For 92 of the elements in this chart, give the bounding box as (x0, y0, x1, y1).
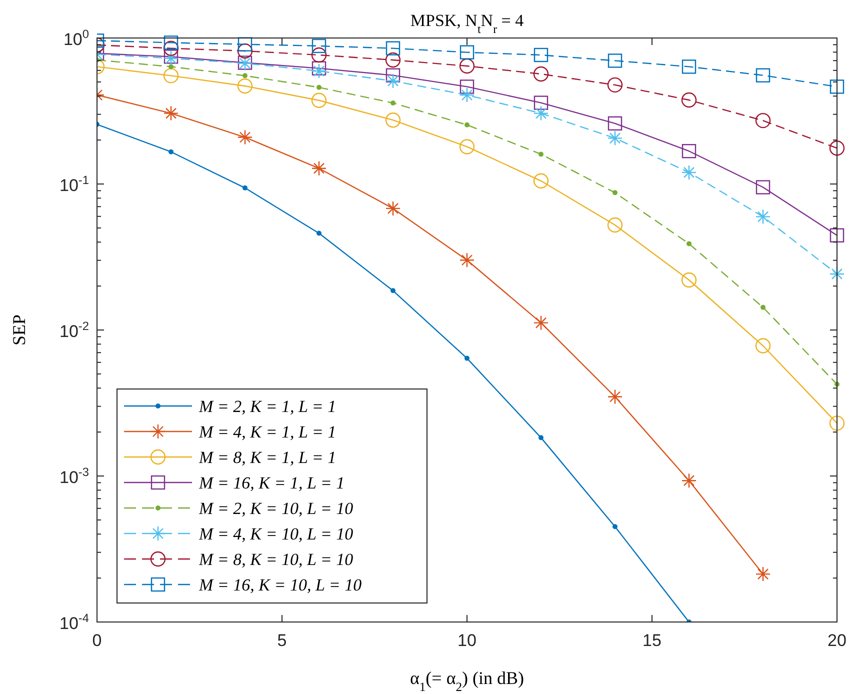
x-tick-label: 15 (642, 631, 662, 650)
legend-label: M = 8, K = 10, L = 10 (198, 550, 354, 569)
point (385, 112, 401, 128)
point (311, 160, 327, 176)
point (682, 144, 696, 158)
point (538, 152, 544, 157)
point (460, 80, 474, 94)
y-tick-label: 10$^{-4}$ (60, 611, 90, 633)
point (316, 230, 322, 236)
x-tick-label: 20 (828, 631, 846, 650)
point (682, 60, 696, 74)
point (681, 272, 697, 288)
point (830, 80, 844, 94)
y-tick-label: 10$^{0}$ (63, 27, 90, 49)
point (755, 112, 771, 128)
point (756, 68, 770, 82)
y-tick-label: 10$^{-2}$ (60, 319, 90, 341)
point (390, 288, 396, 294)
point (312, 38, 326, 54)
point (311, 63, 327, 79)
legend-label: M = 2, K = 1, L = 1 (198, 397, 336, 416)
point (163, 40, 179, 56)
point (607, 130, 623, 146)
x-tick-label: 5 (277, 631, 287, 650)
legend-label: M = 2, K = 10, L = 10 (198, 499, 354, 518)
point (755, 338, 771, 354)
point (534, 48, 548, 62)
point (829, 416, 845, 431)
point (390, 100, 396, 106)
point (237, 78, 253, 94)
point (168, 64, 174, 70)
point (533, 106, 549, 121)
point (686, 241, 692, 246)
point (385, 52, 401, 68)
legend-label: M = 8, K = 1, L = 1 (198, 448, 336, 467)
point (533, 315, 549, 330)
point (316, 84, 322, 90)
point (386, 68, 400, 82)
point (681, 92, 697, 108)
legend-label: M = 16, K = 1, L = 1 (198, 474, 345, 492)
y-tick-label: 10$^{-3}$ (60, 465, 90, 487)
point (464, 122, 470, 128)
point (237, 43, 253, 59)
point (459, 87, 475, 103)
point (608, 116, 622, 131)
point (163, 68, 179, 84)
point (755, 209, 771, 224)
x-tick-label: 10 (458, 631, 476, 650)
point (755, 566, 771, 582)
point (681, 164, 697, 180)
point (533, 173, 549, 189)
point (534, 96, 548, 110)
x-axis-title: α$_{1}$(= α$_{2}$) (in dB) (410, 668, 524, 694)
point (164, 36, 178, 50)
legend-label: M = 4, K = 1, L = 1 (198, 422, 336, 442)
point (607, 389, 623, 404)
point (830, 228, 844, 242)
point (608, 54, 622, 68)
point (612, 190, 618, 196)
point (459, 139, 475, 154)
point (386, 41, 400, 56)
point (612, 524, 618, 530)
chart-title: MPSK, N$_{t}$N$_{r}$ = 4 (410, 11, 524, 36)
point (163, 106, 179, 121)
point (237, 130, 253, 145)
point (460, 45, 474, 60)
legend-label: M = 4, K = 10, L = 10 (198, 524, 354, 544)
point (760, 304, 766, 310)
point (312, 61, 326, 76)
point (538, 435, 544, 440)
point (464, 356, 470, 361)
point (242, 73, 248, 78)
point (756, 180, 770, 194)
point (607, 77, 623, 93)
point (829, 266, 845, 282)
point (459, 252, 475, 268)
point (311, 92, 327, 108)
point (238, 37, 252, 52)
point (385, 200, 401, 216)
y-tick-label: 10$^{-1}$ (60, 173, 90, 195)
point (681, 473, 697, 488)
legend-label: M = 16, K = 10, L = 10 (198, 576, 362, 594)
point (242, 185, 248, 190)
y-axis-title: SEP (9, 314, 29, 346)
x-tick-label: 0 (92, 631, 102, 650)
point (385, 73, 401, 89)
point (459, 58, 475, 74)
point (829, 140, 845, 156)
point (311, 47, 327, 63)
point (607, 217, 623, 233)
point (533, 66, 549, 82)
point (168, 149, 174, 154)
